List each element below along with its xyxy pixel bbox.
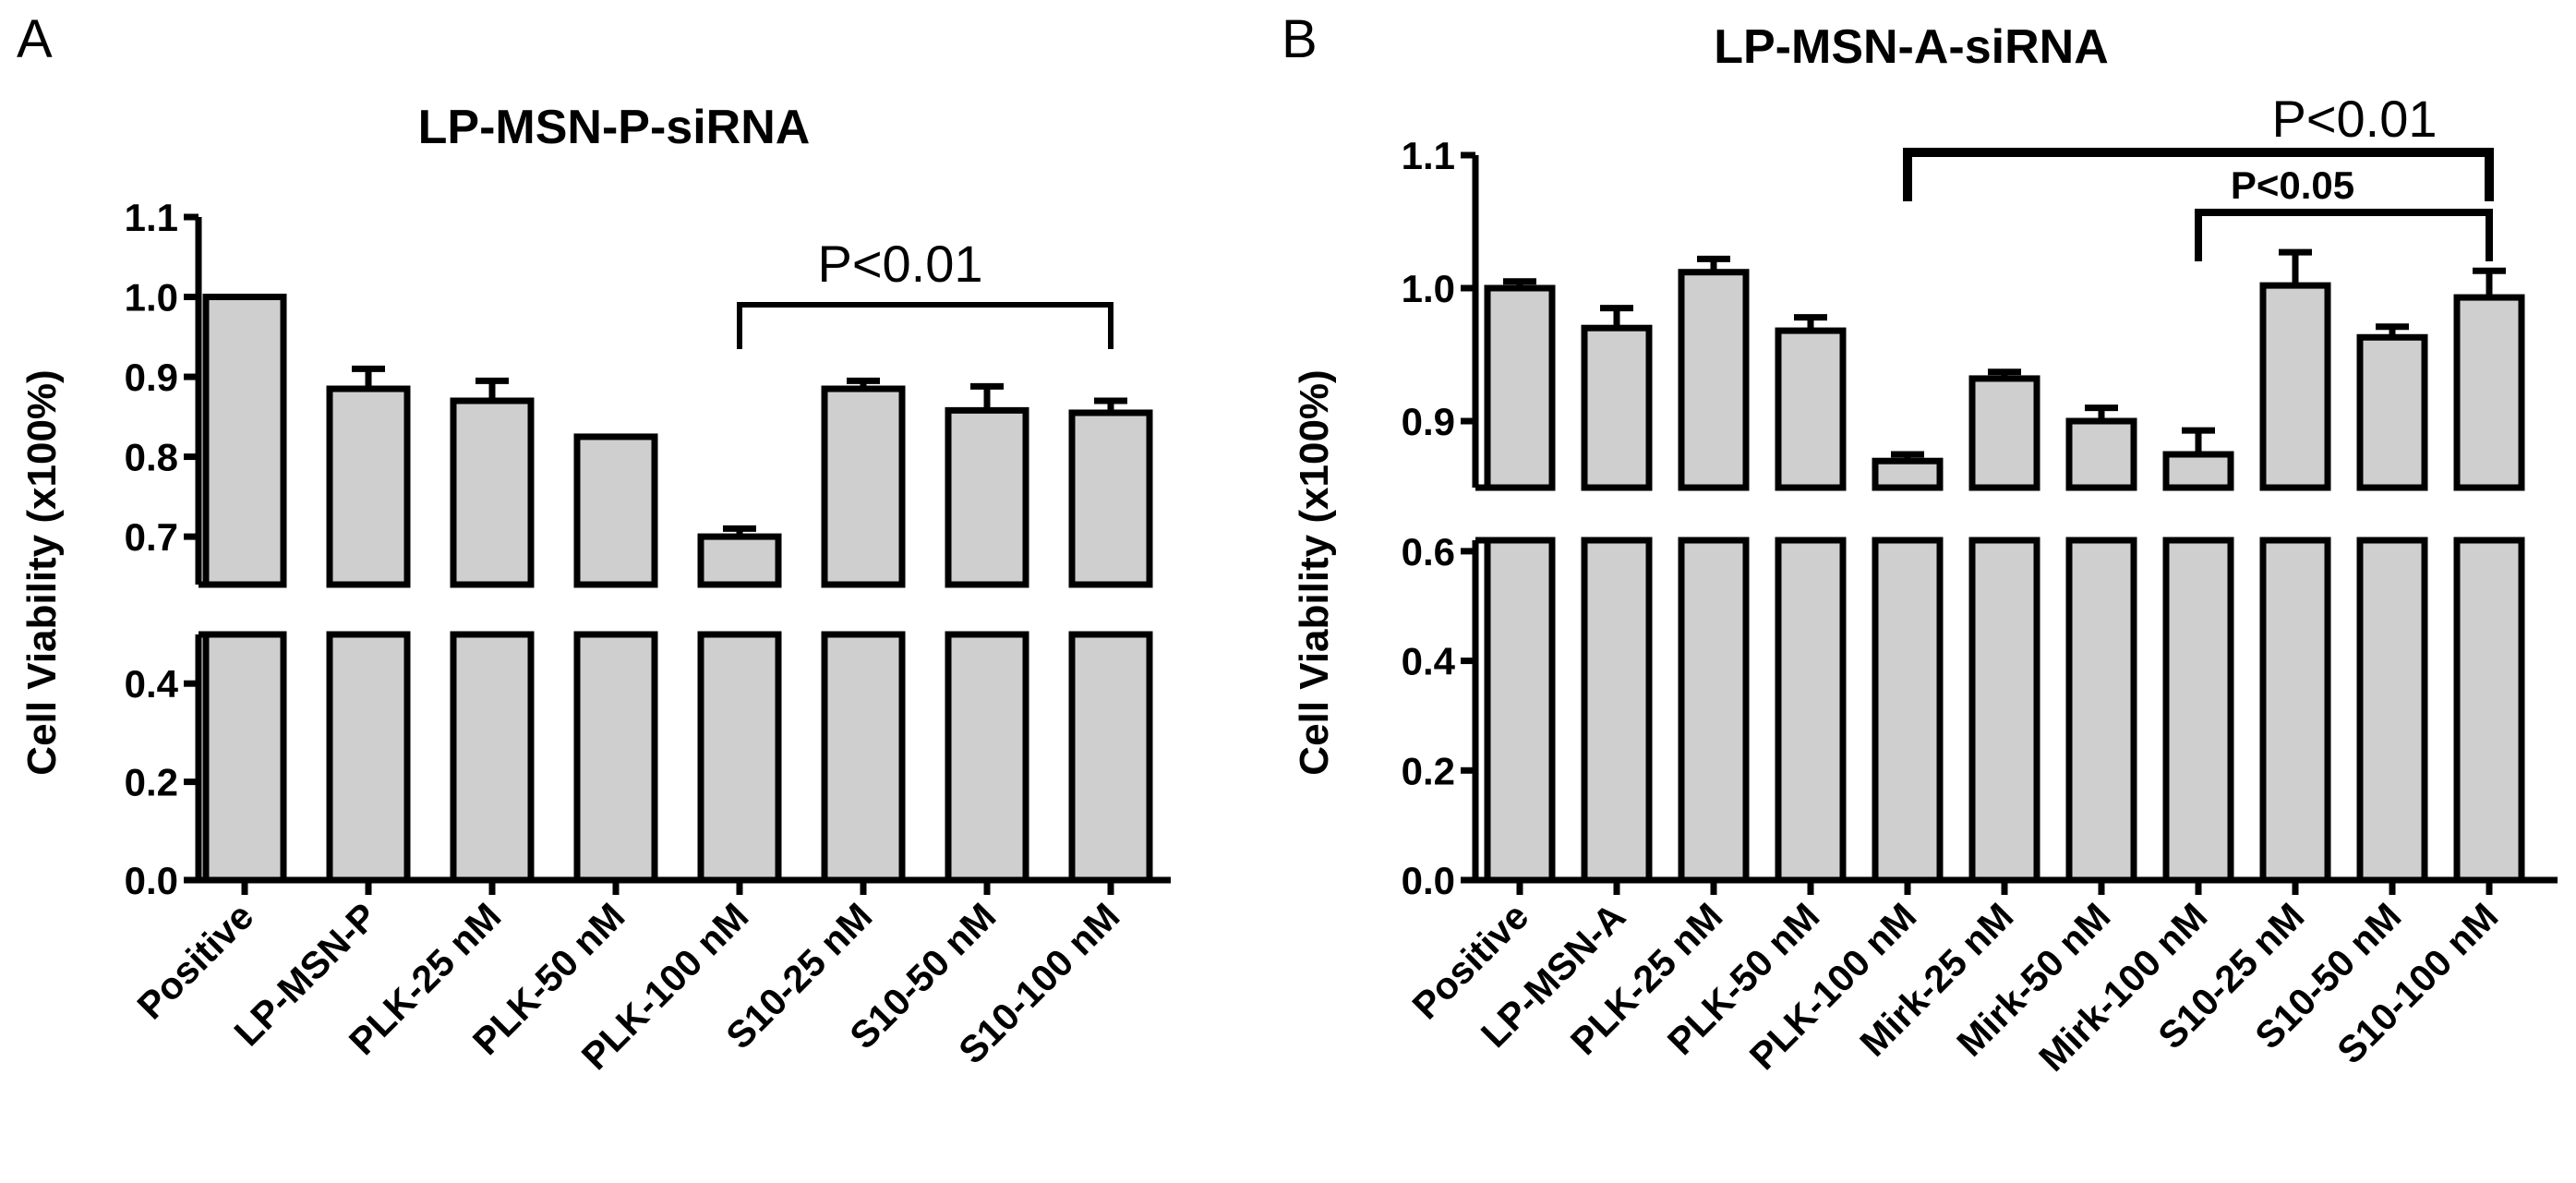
panel-a-bar-7	[945, 406, 1029, 588]
panel-b-bar-11-lower	[2453, 537, 2525, 884]
panel-a-bar-7-lower	[945, 631, 1029, 884]
panel-b-bar-2	[1581, 324, 1653, 491]
panel-a-bar-5	[697, 533, 782, 588]
panel-b-bar-7-lower	[2065, 537, 2137, 884]
panel-a-y-tick-label: 0.9	[125, 356, 178, 399]
panel-a-y-tick-label: 0.7	[125, 515, 178, 559]
panel-b-bar-8	[2162, 451, 2234, 491]
panel-b-y-tick-label: 0.2	[1402, 749, 1455, 792]
panel-a-y-tick-label: 0.4	[125, 662, 179, 706]
panel-b-bar-4-lower	[1775, 537, 1847, 884]
panel-a-y-tick-label: 0.2	[125, 761, 178, 804]
panel-a-bar-8-lower	[1068, 631, 1153, 884]
panel-b-bar-9-lower	[2259, 537, 2331, 884]
panel-a-bar-2	[326, 385, 411, 588]
panel-a-bar-8	[1068, 409, 1153, 588]
panel-b-bar-7	[2065, 417, 2137, 491]
panel-a-bar-6-lower	[821, 631, 906, 884]
panel-b-y-tick-label: 0.6	[1402, 530, 1455, 573]
panel-b-bar-9	[2259, 282, 2331, 491]
panel-a-y-tick-label: 0.8	[125, 436, 178, 479]
panel-b-title: LP-MSN-A-siRNA	[1714, 20, 2109, 74]
panel-a-bar-3	[450, 397, 535, 588]
panel-b-y-tick-label: 0.9	[1402, 400, 1455, 443]
panel-b-bar-2-lower	[1581, 537, 1653, 884]
panel-b-bar-3-lower	[1678, 537, 1750, 884]
panel-b-bar-6-lower	[1968, 537, 2040, 884]
panel-b-chart: 0.00.20.40.60.91.01.1PositiveLP-MSN-APLK…	[1402, 90, 2558, 1080]
panel-a-bar-4-lower	[573, 631, 658, 884]
panel-b-significance-bracket-1	[1903, 148, 2494, 201]
panel-a-bar-4	[573, 433, 658, 588]
panel-b-bar-5	[1872, 457, 1944, 491]
panel-b-bar-5-lower	[1872, 537, 1944, 884]
panel-b-bar-8-lower	[2162, 537, 2234, 884]
panel-b-significance-label-1: P<0.01	[2271, 90, 2437, 148]
panel-b-bar-10	[2356, 333, 2428, 491]
panel-a-significance-label-1: P<0.01	[817, 235, 982, 293]
panel-letter-b: B	[1282, 9, 1318, 69]
panel-a-y-tick-label: 1.1	[125, 196, 178, 239]
panel-letter-a: A	[17, 9, 53, 69]
panel-a-bar-2-lower	[326, 631, 411, 884]
panel-b-y-tick-label: 0.0	[1402, 859, 1455, 902]
panel-b-x-tick-label: Mirk-100 nM	[2030, 895, 2215, 1080]
panel-a-bar-6	[821, 385, 906, 588]
panel-b-y-tick-label: 1.1	[1402, 134, 1455, 177]
panel-b-bar-3	[1678, 269, 1750, 491]
panel-a-y-axis-label: Cell Viability (x100%)	[19, 369, 65, 775]
panel-a-significance-bracket-1	[737, 302, 1113, 349]
panel-a-title: LP-MSN-P-siRNA	[418, 101, 811, 154]
panel-b-y-tick-label: 1.0	[1402, 267, 1455, 310]
panel-a-bar-1-lower	[202, 631, 287, 884]
panel-b-bar-1-lower	[1484, 537, 1556, 884]
panel-a-y-tick-label: 1.0	[125, 276, 178, 320]
panel-b-bar-1	[1484, 284, 1556, 491]
panel-b-bar-11	[2453, 294, 2525, 491]
panel-a-y-tick-label: 0.0	[125, 859, 178, 902]
panel-b-y-tick-label: 0.4	[1402, 640, 1456, 683]
panel-a-bar-5-lower	[697, 631, 782, 884]
panel-b-y-axis-label: Cell Viability (x100%)	[1292, 369, 1337, 775]
panel-a-bar-3-lower	[450, 631, 535, 884]
panel-a-bar-1	[202, 294, 287, 588]
panel-b-significance-label-2: P<0.05	[2231, 163, 2354, 207]
panel-b-bar-4	[1775, 327, 1847, 491]
panel-b-significance-bracket-2	[2195, 209, 2493, 261]
panel-b-bar-6	[1968, 375, 2040, 491]
panel-a-chart: 0.00.20.40.70.80.91.01.1PositiveLP-MSN-P…	[125, 196, 1171, 1078]
panel-b-bar-10-lower	[2356, 537, 2428, 884]
